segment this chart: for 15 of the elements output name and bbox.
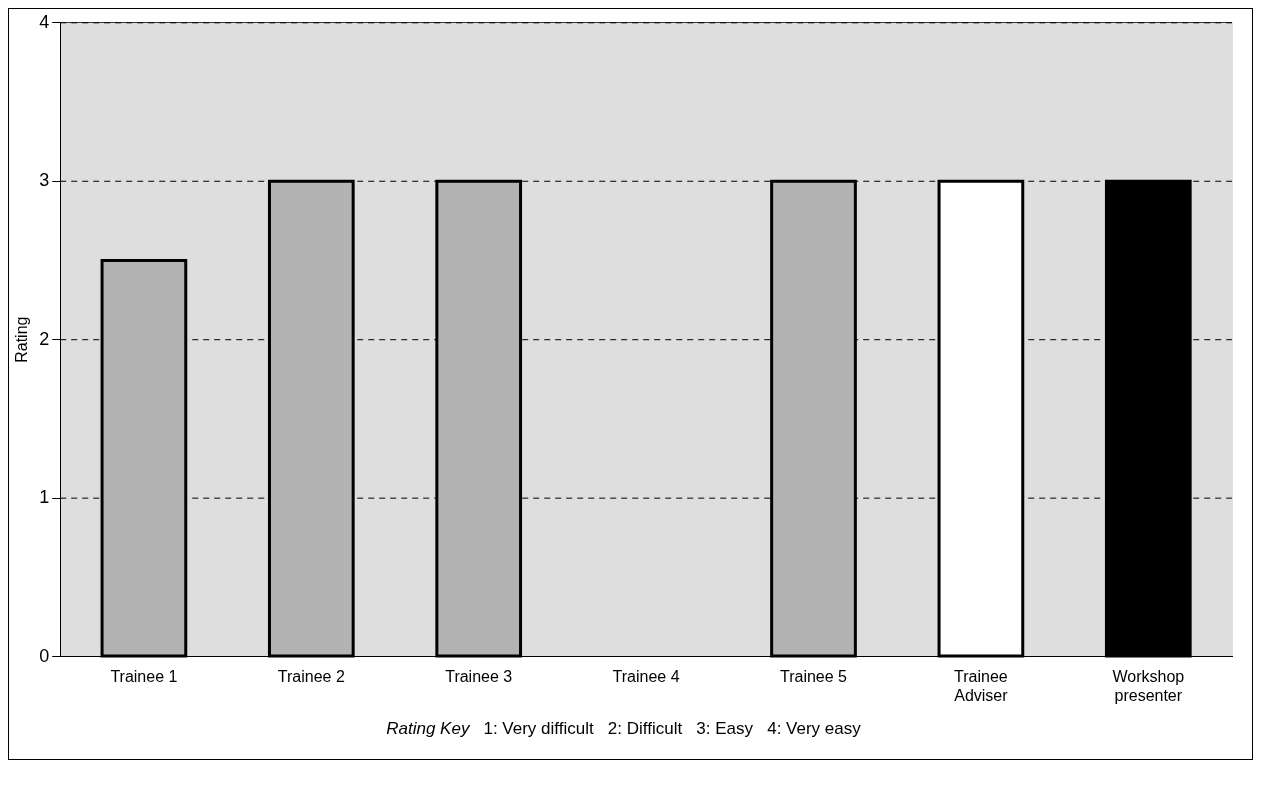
text: Rating Key (386, 719, 470, 738)
y-tick-label: 2 (39, 328, 50, 349)
x-tick-label: Trainee Adviser (954, 667, 1009, 704)
y-axis-title: Rating (13, 316, 31, 363)
x-tick-label: Workshop presenter (1112, 667, 1185, 704)
y-tick-label: 1 (39, 487, 50, 508)
x-tick-label: Trainee 2 (277, 667, 345, 685)
text: 1: Very difficult 2: Difficult 3: Easy 4: Very easy (483, 719, 861, 738)
y-tick-label: 3 (39, 170, 50, 191)
y-tick-label: 0 (39, 645, 50, 666)
y-tick-label: 4 (39, 11, 50, 32)
x-tick-label: Trainee 3 (445, 667, 513, 685)
x-tick-label: Trainee 1 (110, 667, 178, 685)
x-tick-label: Trainee 5 (780, 667, 848, 685)
x-tick-label: Trainee 4 (612, 667, 680, 685)
